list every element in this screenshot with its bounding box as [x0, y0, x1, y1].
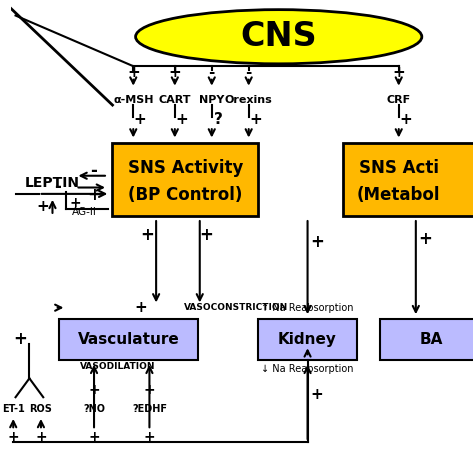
FancyBboxPatch shape	[112, 143, 258, 216]
FancyBboxPatch shape	[258, 319, 357, 359]
Ellipse shape	[136, 9, 422, 64]
Text: +: +	[35, 430, 47, 444]
Text: +: +	[127, 64, 140, 80]
Text: +: +	[13, 330, 27, 348]
Text: ↑ Na Reabsorption: ↑ Na Reabsorption	[261, 303, 354, 313]
Text: -: -	[209, 64, 215, 80]
Text: VASODILATION: VASODILATION	[80, 362, 155, 371]
Text: VASOCONSTRICTION: VASOCONSTRICTION	[184, 303, 288, 312]
Text: LEPTIN: LEPTIN	[25, 176, 80, 190]
Text: +: +	[144, 383, 155, 397]
Text: +: +	[37, 199, 50, 214]
Text: CART: CART	[159, 95, 191, 105]
Text: Orexins: Orexins	[225, 95, 273, 105]
Text: ET-1: ET-1	[2, 404, 25, 414]
Text: +: +	[175, 112, 188, 127]
Text: +: +	[418, 230, 432, 248]
FancyBboxPatch shape	[343, 143, 474, 216]
Text: α-MSH: α-MSH	[113, 95, 154, 105]
Text: CRF: CRF	[387, 95, 411, 105]
Text: -: -	[246, 64, 252, 80]
Text: +: +	[140, 226, 154, 244]
Text: +: +	[87, 186, 101, 204]
Text: SNS Acti: SNS Acti	[359, 159, 439, 177]
Text: +: +	[8, 430, 19, 444]
Text: NPY: NPY	[199, 95, 225, 105]
Text: +: +	[168, 64, 181, 80]
Text: +: +	[70, 196, 82, 210]
FancyBboxPatch shape	[59, 319, 198, 359]
Text: +: +	[399, 112, 412, 127]
Text: +: +	[134, 300, 147, 315]
Text: +: +	[88, 430, 100, 444]
Text: +: +	[200, 226, 214, 244]
Text: Vasculature: Vasculature	[78, 332, 180, 347]
Text: +: +	[310, 387, 323, 402]
Text: Kidney: Kidney	[278, 332, 337, 347]
Text: +: +	[88, 383, 100, 397]
Text: ?: ?	[214, 112, 223, 127]
Text: +: +	[134, 112, 146, 127]
FancyBboxPatch shape	[380, 319, 474, 359]
Text: ?NO: ?NO	[83, 404, 105, 414]
Text: AG-II: AG-II	[73, 208, 97, 218]
Text: +: +	[310, 233, 324, 251]
Text: -: -	[54, 178, 61, 196]
Text: ↓ Na Reabsorption: ↓ Na Reabsorption	[261, 364, 354, 374]
Text: BA: BA	[419, 332, 443, 347]
Text: ?EDHF: ?EDHF	[132, 404, 167, 414]
Text: +: +	[249, 112, 262, 127]
Text: ROS: ROS	[29, 404, 52, 414]
Text: CNS: CNS	[240, 20, 317, 53]
Text: -: -	[91, 162, 98, 180]
Text: SNS Activity: SNS Activity	[128, 159, 243, 177]
Text: (Metabol: (Metabol	[357, 186, 440, 204]
Text: +: +	[392, 64, 405, 80]
Text: (BP Control): (BP Control)	[128, 186, 242, 204]
Text: +: +	[144, 430, 155, 444]
